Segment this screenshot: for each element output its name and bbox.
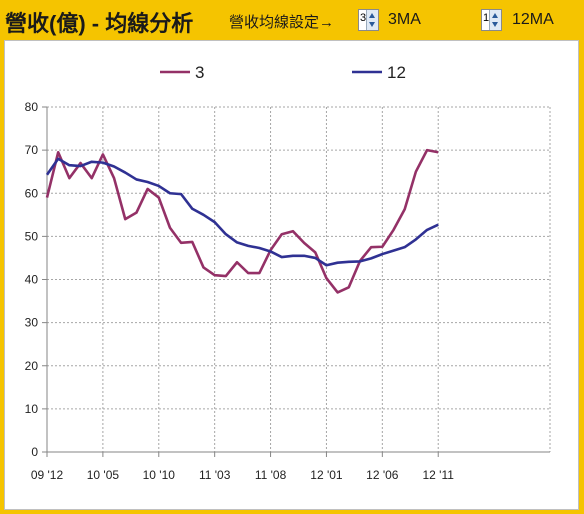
y-tick-label: 50 — [25, 229, 39, 243]
header-bar: 營收(億) - 均線分析 營收均線設定→ 3 3MA 12 12MA — [0, 0, 584, 40]
x-tick-label: 11 '08 — [255, 468, 287, 482]
ma-settings-label: 營收均線設定→ — [229, 14, 335, 31]
chart-panel: 0 10 20 30 40 50 60 70 80 09 '12 10 '05 10 '10 11 '0… — [4, 40, 579, 510]
x-tick-label: 12 '11 — [423, 468, 455, 482]
short-ma-label: 3MA — [388, 11, 421, 28]
y-tick-label: 10 — [25, 402, 39, 416]
y-tick-label: 0 — [31, 445, 38, 459]
legend-label: 12 — [387, 63, 406, 82]
x-tick-label: 12 '06 — [366, 468, 399, 482]
long-ma-label: 12MA — [512, 11, 554, 28]
spin-up-icon[interactable] — [492, 13, 498, 18]
x-tick-label: 09 '12 — [31, 468, 64, 482]
short-ma-spin-buttons[interactable] — [366, 10, 378, 30]
x-tick-label: 10 '10 — [143, 468, 176, 482]
y-tick-label: 70 — [25, 143, 39, 157]
legend-label: 3 — [195, 63, 204, 82]
x-tick-label: 12 '01 — [310, 468, 343, 482]
y-tick-label: 30 — [25, 316, 39, 330]
spin-down-icon[interactable] — [492, 22, 498, 27]
x-tick-label: 11 '03 — [199, 468, 231, 482]
page-title: 營收(億) - 均線分析 — [5, 11, 194, 36]
y-tick-label: 40 — [25, 273, 39, 287]
short-ma-spinner[interactable]: 3 — [358, 9, 379, 31]
spin-up-icon[interactable] — [369, 13, 375, 18]
x-tick-label: 10 '05 — [87, 468, 120, 482]
y-tick-label: 20 — [25, 359, 39, 373]
short-ma-value: 3 — [360, 12, 367, 24]
revenue-ma-chart: 0 10 20 30 40 50 60 70 80 09 '12 10 '05 10 '10 11 '0… — [25, 63, 551, 482]
y-tick-label: 60 — [25, 186, 39, 200]
long-ma-spinner[interactable]: 12 — [481, 9, 502, 31]
series-line-3 — [45, 148, 439, 294]
y-tick-label: 80 — [25, 100, 39, 114]
series-line-12 — [45, 157, 439, 267]
spin-down-icon[interactable] — [369, 22, 375, 27]
long-ma-spin-buttons[interactable] — [489, 10, 501, 30]
